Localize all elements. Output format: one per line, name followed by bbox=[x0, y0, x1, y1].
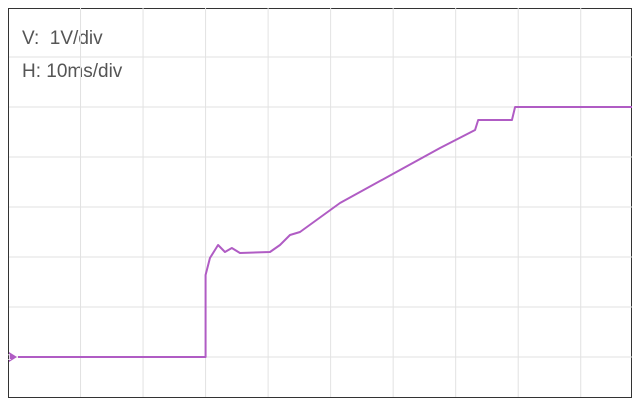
trace bbox=[18, 106, 632, 358]
ground-marker bbox=[9, 352, 17, 362]
annotation: V: 1V/div bbox=[22, 28, 103, 49]
ground-label: 1 bbox=[7, 353, 12, 362]
annotation: H: 10ms/div bbox=[22, 61, 123, 82]
